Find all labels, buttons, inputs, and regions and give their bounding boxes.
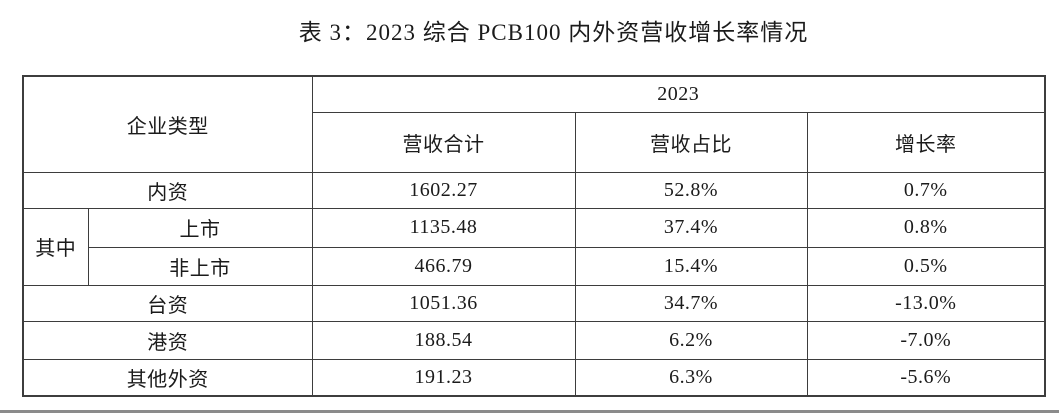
table-header-row-metrics: 营收合计 营收占比 增长率 [23, 111, 1046, 173]
header-enterprise-type: 企业类型 [22, 75, 313, 173]
cell-revenue: 1135.48 [311, 207, 576, 248]
cell-growth: 0.7% [806, 171, 1046, 209]
cell-share: 6.3% [574, 358, 808, 397]
cell-growth: 0.8% [806, 207, 1046, 248]
cell-revenue: 466.79 [311, 246, 576, 286]
page-title: 表 3：2023 综合 PCB100 内外资营收增长率情况 [298, 20, 809, 45]
cell-growth: -7.0% [806, 320, 1046, 360]
header-revenue-share: 营收占比 [574, 111, 808, 173]
cell-growth: 0.5% [806, 246, 1046, 286]
table-row-listed: 其中 上市 1135.48 37.4% 0.8% [22, 207, 1046, 286]
cell-share: 34.7% [574, 284, 808, 322]
table-header-row-year: 企业类型 2023 [22, 75, 1046, 173]
group-label: 其中 [22, 207, 89, 286]
table-row-domestic: 内资 1602.27 52.8% 0.7% [22, 171, 1046, 209]
table-row-taiwan: 台资 1051.36 34.7% -13.0% [22, 284, 1046, 322]
cell-share: 15.4% [574, 246, 808, 286]
table-row-unlisted: 非上市 466.79 15.4% 0.5% [23, 246, 1046, 286]
cell-share: 52.8% [574, 171, 808, 209]
row-label: 内资 [22, 171, 313, 209]
header-revenue-total: 营收合计 [311, 111, 576, 173]
table-row-hongkong: 港资 188.54 6.2% -7.0% [22, 320, 1046, 360]
table-row-other-foreign: 其他外资 191.23 6.3% -5.6% [22, 358, 1046, 397]
row-label: 非上市 [87, 246, 313, 286]
cell-growth: -13.0% [806, 284, 1046, 322]
cell-share: 6.2% [574, 320, 808, 360]
cell-revenue: 188.54 [311, 320, 576, 360]
cell-revenue: 1051.36 [311, 284, 576, 322]
header-growth-rate: 增长率 [806, 111, 1046, 173]
row-label: 台资 [22, 284, 313, 322]
row-label: 上市 [87, 207, 313, 248]
cell-share: 37.4% [574, 207, 808, 248]
cell-revenue: 191.23 [311, 358, 576, 397]
page-bottom-divider [0, 410, 1059, 413]
cell-revenue: 1602.27 [311, 171, 576, 209]
revenue-growth-table: 企业类型 2023 营收合计 营收占比 增长率 内资 1602.27 52.8%… [22, 75, 1046, 397]
row-label: 其他外资 [22, 358, 313, 397]
row-label: 港资 [22, 320, 313, 360]
header-year: 2023 [311, 75, 1046, 113]
cell-growth: -5.6% [806, 358, 1046, 397]
